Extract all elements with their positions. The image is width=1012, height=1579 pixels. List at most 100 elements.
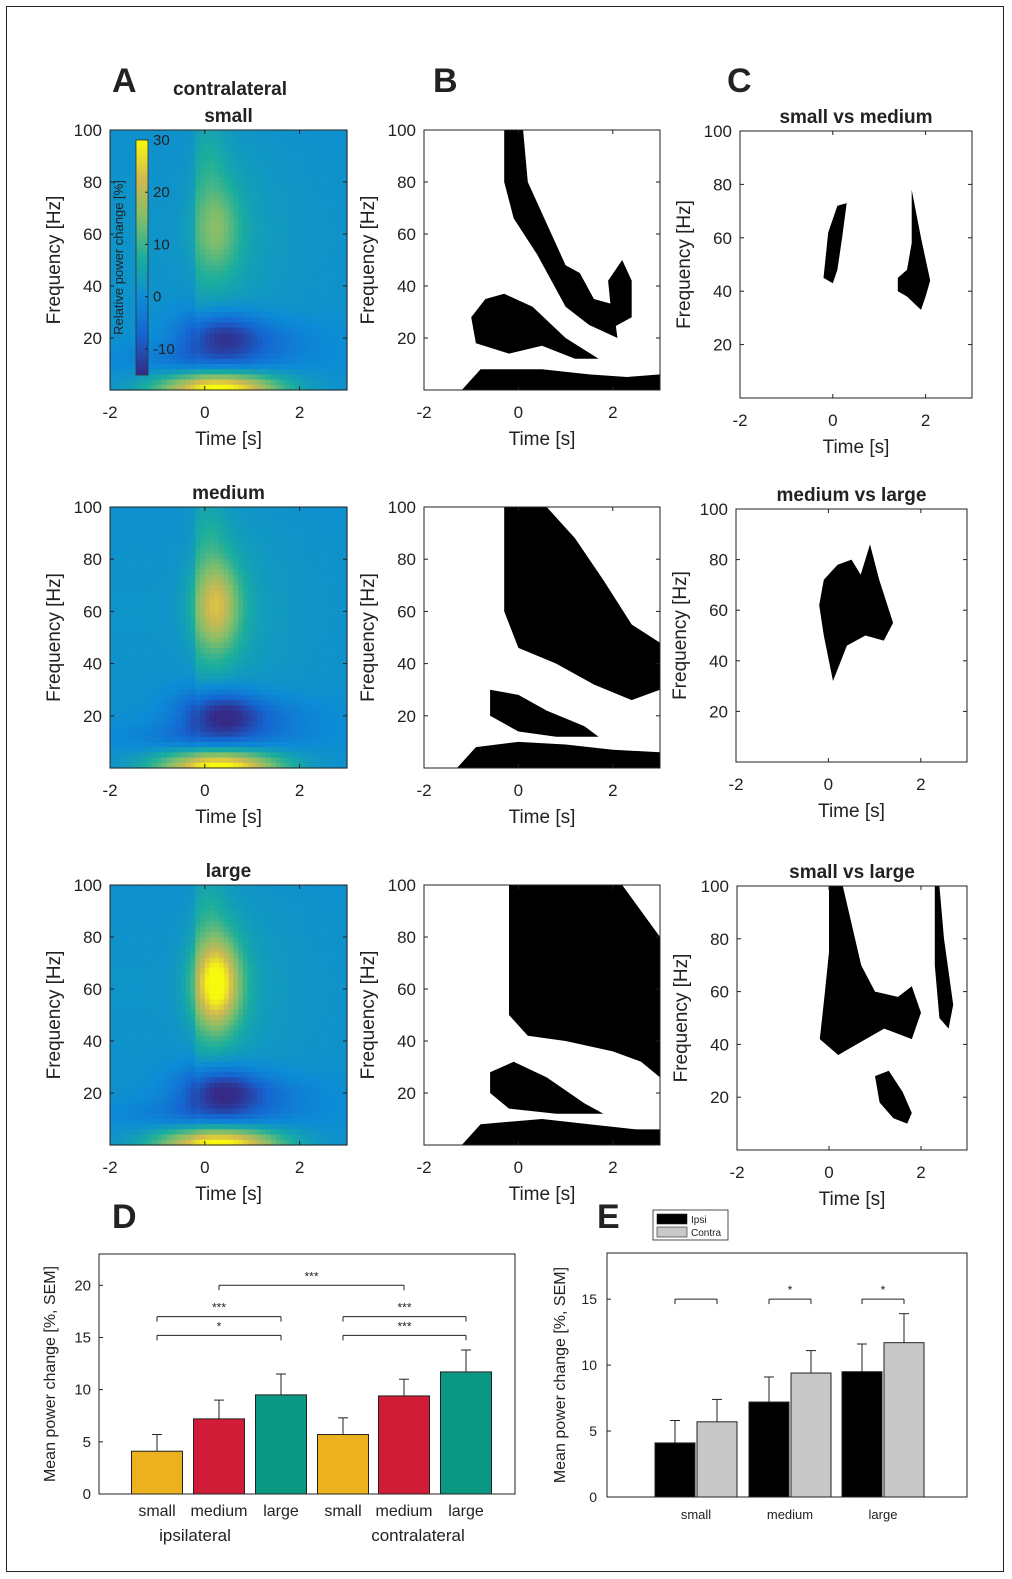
heat-cell [152,595,158,602]
heat-cell [323,192,329,199]
heat-cell [128,156,135,162]
heat-cell [337,338,343,344]
heat-cell [285,553,291,560]
heat-cell [309,306,315,313]
heat-cell [228,543,234,550]
heat-cell [124,166,130,173]
heat-cell [133,715,140,722]
heat-cell [147,202,154,209]
heat-cell [219,280,225,287]
heat-cell [332,522,339,529]
heat-cell [185,580,192,586]
heat-cell [223,301,230,308]
heat-cell [280,606,286,612]
heat-cell [128,187,135,193]
heat-cell [294,369,301,375]
heat-cell [323,647,329,654]
heat-cell [228,291,234,297]
heat-cell [200,208,206,214]
heat-cell [332,338,339,344]
heat-cell [195,223,201,230]
heat-cell [214,358,220,365]
heat-cell [124,332,130,339]
heat-cell [299,679,305,686]
heat-cell [223,710,230,717]
heat-cell [261,580,268,586]
heat-cell [247,239,253,245]
heat-cell [157,642,163,649]
heat-cell [171,522,177,529]
heat-cell [157,182,163,188]
heat-cell [133,663,140,670]
heat-cell [304,280,310,287]
heat-cell [209,353,215,360]
heat-cell [275,156,282,162]
heat-cell [166,239,173,245]
heat-cell [181,517,187,524]
heat-cell [195,182,201,188]
heat-cell [128,684,135,691]
heat-cell [176,569,182,576]
heat-cell [252,218,258,225]
heat-cell [128,721,135,727]
heat-cell [171,642,177,649]
heat-cell [233,156,239,162]
heat-cell [247,527,253,534]
heat-cell [195,694,201,701]
heat-cell [313,533,320,539]
heat-cell [181,187,187,193]
heat-cell [237,689,244,696]
heat-cell [299,757,305,764]
heat-cell [285,762,291,769]
heat-cell [147,684,154,691]
heat-cell [152,533,158,539]
heat-cell [280,658,286,665]
heat-cell [261,150,268,157]
heat-cell [152,301,158,308]
colorbar-label: Relative power change [%] [111,180,126,335]
heat-cell [223,218,230,225]
heat-cell [318,317,324,323]
heat-cell [195,140,201,147]
heat-cell [138,668,144,675]
heat-cell [332,517,339,524]
heat-cell [143,647,149,654]
heat-cell [138,374,144,381]
heat-cell [209,327,215,334]
heat-cell [214,694,220,701]
heat-cell [204,736,211,743]
heat-cell [157,507,163,513]
heat-cell [166,585,173,592]
heat-cell [114,182,121,188]
heat-cell [285,590,291,597]
heat-cell [228,187,234,193]
heat-cell [294,741,301,748]
heat-cell [166,166,173,173]
heat-cell [223,741,230,748]
heat-cell [304,606,310,612]
heat-cell [209,291,215,297]
heat-cell [147,590,154,597]
heat-cell [228,647,234,654]
heat-cell [271,182,277,188]
heat-cell [204,166,211,173]
heat-cell [190,684,196,691]
heat-cell [162,306,168,313]
heat-cell [323,208,329,214]
heat-cell [114,632,121,639]
heat-cell [219,752,225,759]
heat-cell [266,228,272,235]
heat-cell [200,218,206,225]
heat-cell [110,517,116,524]
heat-cell [185,632,192,639]
heat-cell [332,600,339,607]
heat-cell [157,533,163,539]
heat-cell [200,747,206,753]
heat-cell [119,736,125,743]
heat-cell [209,275,215,282]
heat-cell [247,512,253,519]
heat-cell [261,156,268,162]
heat-cell [190,715,196,722]
heat-cell [195,343,201,349]
heat-cell [328,239,334,245]
